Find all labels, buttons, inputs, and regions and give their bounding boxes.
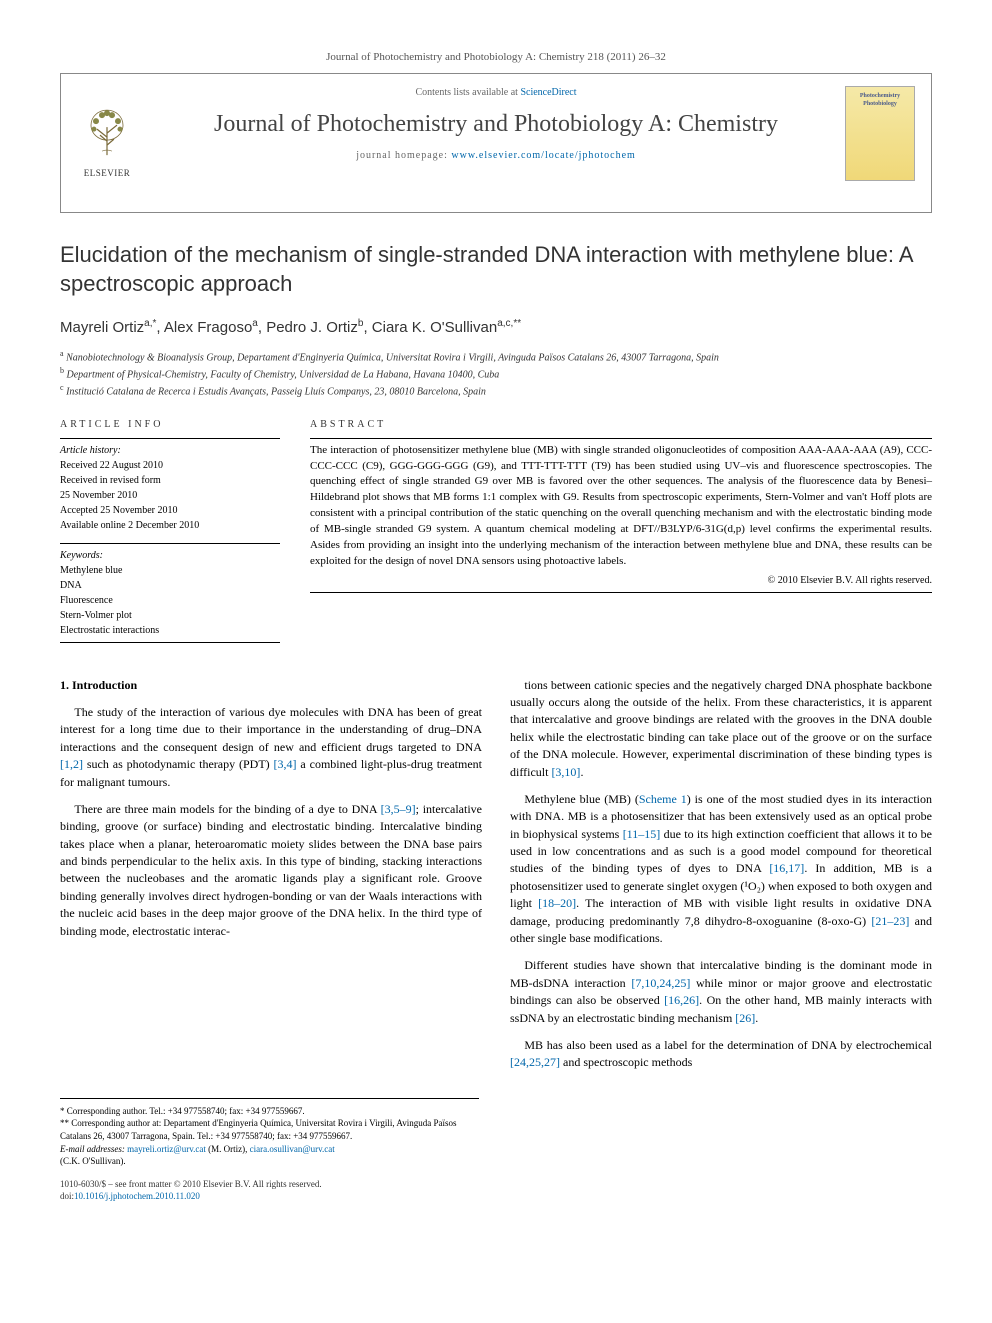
abstract-copyright: © 2010 Elsevier B.V. All rights reserved… <box>310 574 932 588</box>
history-line: Accepted 25 November 2010 <box>60 503 280 518</box>
homepage-link[interactable]: www.elsevier.com/locate/jphotochem <box>451 150 635 161</box>
corr-author-1: * Corresponding author. Tel.: +34 977558… <box>60 1105 479 1118</box>
abstract-text: The interaction of photosensitizer methy… <box>310 443 932 571</box>
history-line: Available online 2 December 2010 <box>60 518 280 533</box>
email-2[interactable]: ciara.osullivan@urv.cat <box>250 1144 335 1154</box>
scheme-link[interactable]: Scheme 1 <box>639 792 687 806</box>
history-label: Article history: <box>60 443 280 458</box>
body-paragraph: MB has also been used as a label for the… <box>510 1037 932 1072</box>
keyword: Stern-Volmer plot <box>60 608 280 623</box>
affiliation-line: a Nanobiotechnology & Bioanalysis Group,… <box>60 348 932 365</box>
elsevier-tree-icon <box>82 108 132 158</box>
keyword: Fluorescence <box>60 593 280 608</box>
history-line: Received 22 August 2010 <box>60 458 280 473</box>
article-history: Article history: Received 22 August 2010… <box>60 443 280 533</box>
body-paragraph: The study of the interaction of various … <box>60 704 482 791</box>
body-column-left: 1. Introduction The study of the interac… <box>60 677 482 1082</box>
ref-link[interactable]: [16,26] <box>664 993 699 1007</box>
homepage-prefix: journal homepage: <box>356 150 451 161</box>
corresponding-author-footnotes: * Corresponding author. Tel.: +34 977558… <box>60 1098 479 1168</box>
keyword: Electrostatic interactions <box>60 623 280 638</box>
publisher-name: ELSEVIER <box>77 167 137 180</box>
affiliation-line: b Department of Physical-Chemistry, Facu… <box>60 365 932 382</box>
ref-link[interactable]: [26] <box>735 1011 755 1025</box>
article-info-column: ARTICLE INFO Article history: Received 2… <box>60 418 280 647</box>
ref-link[interactable]: [21–23] <box>871 914 909 928</box>
ref-link[interactable]: [16,17] <box>769 861 804 875</box>
ref-link[interactable]: [24,25,27] <box>510 1055 560 1069</box>
body-paragraph: tions between cationic species and the n… <box>510 677 932 781</box>
affiliation-line: c Institució Catalana de Recerca i Estud… <box>60 382 932 399</box>
body-column-right: tions between cationic species and the n… <box>510 677 932 1082</box>
email-2-who: (C.K. O'Sullivan). <box>60 1156 126 1166</box>
journal-name: Journal of Photochemistry and Photobiolo… <box>167 110 825 139</box>
ref-link[interactable]: [3,5–9] <box>381 802 416 816</box>
contents-prefix: Contents lists available at <box>415 87 520 98</box>
journal-header: ELSEVIER Contents lists available at Sci… <box>60 73 932 213</box>
article-title: Elucidation of the mechanism of single-s… <box>60 241 932 298</box>
sciencedirect-link[interactable]: ScienceDirect <box>520 87 576 98</box>
email-line: E-mail addresses: mayreli.ortiz@urv.cat … <box>60 1143 479 1168</box>
history-line: Received in revised form <box>60 473 280 488</box>
corr-author-2: ** Corresponding author at: Departament … <box>60 1117 479 1142</box>
issn-line: 1010-6030/$ – see front matter © 2010 El… <box>60 1178 932 1191</box>
email-label: E-mail addresses: <box>60 1144 127 1154</box>
keyword: DNA <box>60 578 280 593</box>
journal-citation: Journal of Photochemistry and Photobiolo… <box>60 50 932 65</box>
abstract-column: ABSTRACT The interaction of photosensiti… <box>310 418 932 647</box>
section-heading-intro: 1. Introduction <box>60 677 482 694</box>
body-paragraph: Different studies have shown that interc… <box>510 957 932 1027</box>
affiliations: a Nanobiotechnology & Bioanalysis Group,… <box>60 348 932 400</box>
abstract-heading: ABSTRACT <box>310 418 932 432</box>
ref-link[interactable]: [3,4] <box>274 757 297 771</box>
body-paragraph: Methylene blue (MB) (Scheme 1) is one of… <box>510 791 932 948</box>
authors-list: Mayreli Ortiza,*, Alex Fragosoa, Pedro J… <box>60 317 932 338</box>
email-1-who: (M. Ortiz), <box>206 1144 250 1154</box>
email-1[interactable]: mayreli.ortiz@urv.cat <box>127 1144 206 1154</box>
body-paragraph: There are three main models for the bind… <box>60 801 482 940</box>
ref-link[interactable]: [3,10] <box>551 765 580 779</box>
article-info-heading: ARTICLE INFO <box>60 418 280 432</box>
publisher-logo: ELSEVIER <box>77 108 137 180</box>
journal-cover-thumbnail: Photochemistry Photobiology <box>845 86 915 181</box>
keywords-block: Keywords: Methylene blueDNAFluorescenceS… <box>60 548 280 638</box>
ref-link[interactable]: [18–20] <box>538 896 576 910</box>
ref-link[interactable]: [1,2] <box>60 757 83 771</box>
doi-link[interactable]: 10.1016/j.jphotochem.2010.11.020 <box>74 1191 200 1201</box>
cover-title: Photochemistry Photobiology <box>850 93 910 107</box>
keywords-label: Keywords: <box>60 548 280 563</box>
keyword: Methylene blue <box>60 563 280 578</box>
contents-available-line: Contents lists available at ScienceDirec… <box>167 86 825 100</box>
history-line: 25 November 2010 <box>60 488 280 503</box>
journal-homepage-line: journal homepage: www.elsevier.com/locat… <box>167 149 825 163</box>
issn-doi-bar: 1010-6030/$ – see front matter © 2010 El… <box>60 1178 932 1203</box>
ref-link[interactable]: [11–15] <box>623 827 661 841</box>
body-text: 1. Introduction The study of the interac… <box>60 677 932 1082</box>
doi-label: doi: <box>60 1191 74 1201</box>
ref-link[interactable]: [7,10,24,25] <box>631 976 690 990</box>
